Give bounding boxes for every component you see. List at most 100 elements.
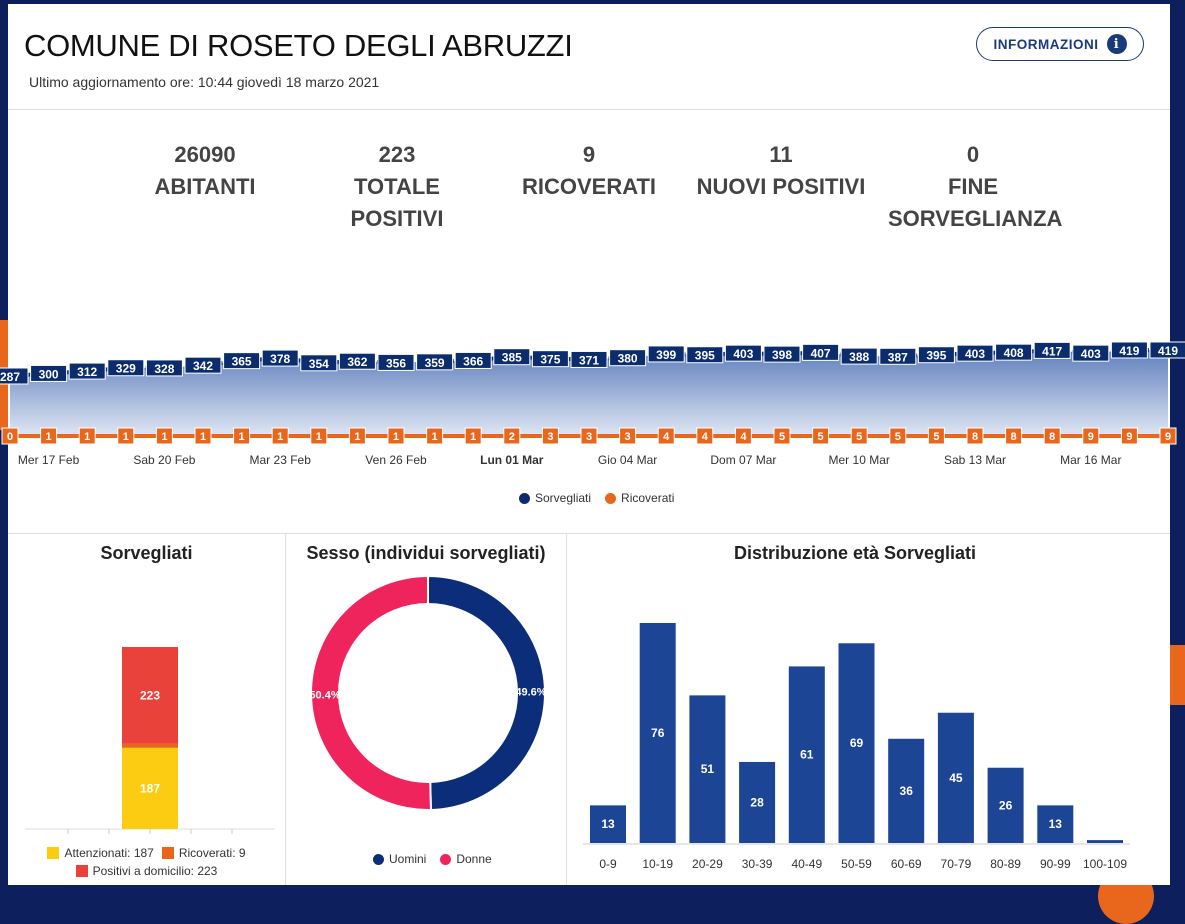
ricoverati-point bbox=[541, 427, 559, 445]
ricoverati-point bbox=[696, 427, 714, 445]
legend-positivi[interactable]: Positivi a domicilio: 223 bbox=[75, 864, 217, 878]
sorvegliati-point bbox=[184, 356, 222, 374]
ricoverati-label: 1 bbox=[354, 431, 360, 443]
age-bar-label: 45 bbox=[949, 771, 963, 785]
age-bar-label: 26 bbox=[999, 798, 1013, 812]
legend-donne[interactable]: Donne bbox=[440, 852, 492, 866]
ricoverati-label: 8 bbox=[1011, 431, 1017, 443]
sorvegliati-point bbox=[338, 352, 376, 370]
ricoverati-label: 1 bbox=[239, 431, 245, 443]
sorvegliati-point bbox=[995, 343, 1033, 361]
legend-ricoverati-stack[interactable]: Ricoverati: 9 bbox=[161, 846, 246, 860]
ricoverati-label: 2 bbox=[509, 431, 515, 443]
legend-square-icon bbox=[75, 865, 88, 877]
x-tick-label: Mar 16 Mar bbox=[1060, 453, 1121, 467]
stack-label: 187 bbox=[140, 781, 160, 795]
legend-attenzionati[interactable]: Attenzionati: 187 bbox=[47, 846, 154, 860]
ricoverati-label: 3 bbox=[547, 431, 553, 443]
ricoverati-point bbox=[812, 427, 830, 445]
sorvegliati-label: 408 bbox=[1004, 346, 1024, 360]
ricoverati-point bbox=[1159, 427, 1177, 445]
sorvegliati-label: 362 bbox=[347, 355, 367, 369]
info-button[interactable]: INFORMAZIONI i bbox=[976, 27, 1144, 61]
legend-dot-icon bbox=[519, 492, 530, 504]
ricoverati-label: 1 bbox=[123, 431, 129, 443]
sorvegliati-point bbox=[1110, 341, 1148, 359]
sorvegliati-label: 403 bbox=[733, 347, 753, 361]
sorvegliati-point bbox=[802, 343, 840, 361]
ricoverati-point bbox=[773, 427, 791, 445]
last-updated: Ultimo aggiornamento ore: 10:44 giovedì … bbox=[29, 74, 380, 90]
ricoverati-label: 5 bbox=[895, 431, 901, 443]
ricoverati-point bbox=[927, 427, 945, 445]
sorvegliati-label: 365 bbox=[232, 355, 252, 369]
stack-segment-attenzionati bbox=[122, 747, 178, 829]
ricoverati-label: 9 bbox=[1126, 431, 1132, 443]
stat-label: NUOVI POSITIVI bbox=[696, 174, 866, 199]
stat-value: 223 bbox=[378, 142, 416, 167]
age-bar-label: 69 bbox=[850, 736, 864, 750]
age-bar bbox=[838, 643, 875, 843]
sorvegliati-label: 287 bbox=[0, 370, 20, 384]
sorvegliati-area bbox=[10, 350, 1168, 436]
legend-square-icon bbox=[47, 847, 60, 859]
x-tick-label: Dom 07 Mar bbox=[710, 453, 776, 467]
age-bar-label: 36 bbox=[900, 784, 914, 798]
sorvegliati-label: 419 bbox=[1119, 344, 1139, 358]
ricoverati-label: 5 bbox=[818, 431, 824, 443]
sorvegliati-label: 419 bbox=[1158, 344, 1178, 358]
ricoverati-label: 4 bbox=[740, 431, 747, 443]
age-bar bbox=[739, 761, 776, 843]
sorvegliati-label: 395 bbox=[926, 349, 946, 363]
ricoverati-point bbox=[78, 427, 96, 445]
donut-slice-uomini bbox=[427, 574, 546, 811]
age-tick-label: 90-99 bbox=[1040, 857, 1071, 871]
donut-legend: Uomini Donne bbox=[373, 852, 492, 866]
ricoverati-point bbox=[619, 427, 637, 445]
stat-label: TOTALE POSITIVI bbox=[350, 174, 444, 231]
ricoverati-label: 0 bbox=[7, 431, 13, 443]
age-bar-label: 13 bbox=[601, 817, 615, 831]
sorvegliati-point bbox=[416, 353, 454, 371]
ricoverati-point bbox=[310, 427, 328, 445]
stat-3: 11 NUOVI POSITIVI bbox=[696, 139, 866, 203]
stat-label: FINE SORVEGLIANZA bbox=[888, 174, 1063, 231]
legend-uomini[interactable]: Uomini bbox=[373, 852, 426, 866]
age-bar bbox=[987, 767, 1024, 843]
donut-label: 50.4% bbox=[309, 689, 340, 701]
header-divider bbox=[8, 109, 1170, 110]
sorvegliati-label: 354 bbox=[309, 357, 329, 371]
sorvegliati-point bbox=[300, 354, 338, 372]
sorvegliati-point bbox=[223, 352, 261, 370]
x-tick-label: Sab 13 Mar bbox=[944, 453, 1006, 467]
age-bar-label: 61 bbox=[800, 748, 814, 762]
legend-sorvegliati[interactable]: Sorvegliati bbox=[519, 491, 591, 505]
section-divider bbox=[8, 533, 1170, 534]
sorvegliati-point bbox=[647, 345, 685, 363]
ricoverati-label: 5 bbox=[779, 431, 785, 443]
age-tick-label: 100-109 bbox=[1083, 857, 1127, 871]
stat-label: RICOVERATI bbox=[521, 174, 657, 199]
age-bar bbox=[689, 695, 726, 843]
stat-4: 0 FINE SORVEGLIANZA bbox=[888, 139, 1063, 235]
sorvegliati-point bbox=[30, 364, 68, 382]
sorvegliati-point bbox=[261, 349, 299, 367]
age-tick-label: 70-79 bbox=[941, 857, 972, 871]
age-tick-label: 80-89 bbox=[990, 857, 1021, 871]
ricoverati-label: 8 bbox=[1049, 431, 1055, 443]
ricoverati-point bbox=[40, 427, 58, 445]
sorvegliati-label: 366 bbox=[463, 354, 483, 368]
stack-legend: Attenzionati: 187 Ricoverati: 9 Positivi… bbox=[8, 846, 285, 878]
stat-value: 26090 bbox=[174, 142, 236, 167]
age-bar-label: 76 bbox=[651, 726, 665, 740]
sorvegliati-label: 371 bbox=[579, 353, 599, 367]
ricoverati-label: 1 bbox=[393, 431, 399, 443]
sorvegliati-point bbox=[68, 362, 106, 380]
legend-ricoverati[interactable]: Ricoverati bbox=[605, 491, 674, 505]
sorvegliati-label: 395 bbox=[695, 349, 715, 363]
x-tick-label: Ven 26 Feb bbox=[365, 453, 427, 467]
sorvegliati-label: 407 bbox=[811, 346, 831, 360]
sorvegliati-label: 388 bbox=[849, 350, 869, 364]
ricoverati-point bbox=[889, 427, 907, 445]
age-bar bbox=[590, 805, 626, 843]
